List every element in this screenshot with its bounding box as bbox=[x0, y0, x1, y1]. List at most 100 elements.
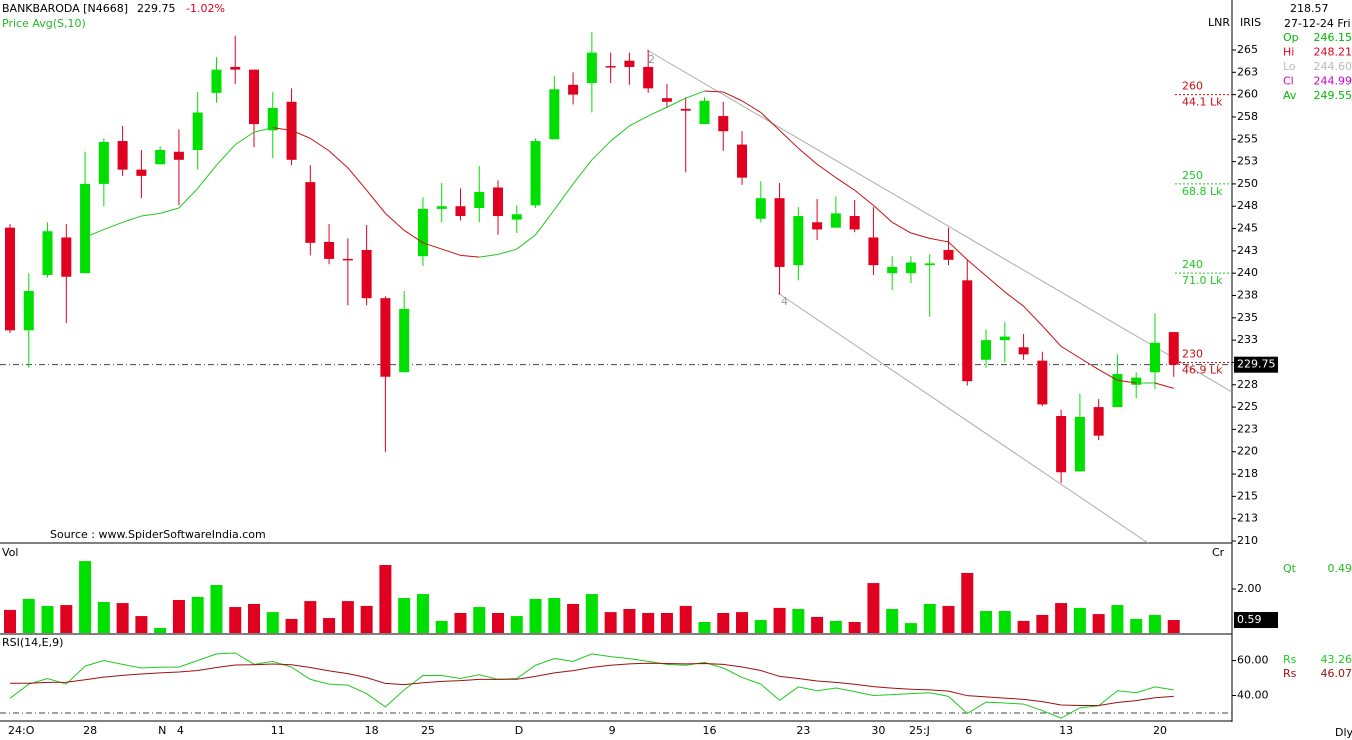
volume-bar bbox=[210, 585, 223, 633]
volume-bar bbox=[154, 627, 167, 633]
candle-body bbox=[699, 100, 710, 125]
candle-body bbox=[718, 116, 729, 132]
rsi-line bbox=[9, 652, 1174, 719]
volume-bar bbox=[79, 561, 92, 633]
x-tick-label: 4 bbox=[177, 724, 184, 737]
candle-body bbox=[830, 213, 841, 228]
volume-bar bbox=[961, 572, 974, 633]
candle-body bbox=[586, 52, 597, 84]
info-value: 249.55 bbox=[1314, 89, 1352, 102]
level-price: 240 bbox=[1182, 258, 1203, 271]
average-line bbox=[1041, 325, 1062, 347]
candle-body bbox=[23, 291, 34, 331]
volume-bar bbox=[398, 598, 411, 633]
average-line bbox=[553, 183, 574, 211]
period: Dly bbox=[1335, 726, 1352, 739]
volume-bar bbox=[717, 612, 730, 633]
volume-bar bbox=[1017, 620, 1030, 633]
average-line bbox=[1004, 291, 1024, 307]
candle-body bbox=[568, 84, 579, 95]
average-line bbox=[647, 106, 668, 117]
volume-bar bbox=[698, 622, 711, 633]
x-tick-label: 28 bbox=[83, 724, 97, 737]
average-line bbox=[441, 248, 461, 256]
candle-body bbox=[868, 237, 879, 266]
average-line bbox=[966, 259, 987, 277]
candle-body bbox=[755, 198, 766, 219]
candle-body bbox=[793, 216, 804, 266]
candle-body bbox=[1168, 332, 1179, 365]
candle-body bbox=[981, 340, 992, 360]
volume-bar bbox=[529, 598, 542, 633]
volume-bar bbox=[886, 609, 899, 633]
volume-bar bbox=[323, 618, 336, 633]
readout-name: Rs bbox=[1283, 653, 1297, 666]
volume-bar bbox=[754, 620, 767, 633]
info-value: 244.60 bbox=[1314, 60, 1352, 73]
trend-line bbox=[777, 292, 1149, 544]
candle-body bbox=[774, 198, 785, 267]
volume-bar bbox=[360, 605, 373, 633]
y-tick-label: 243 bbox=[1237, 244, 1258, 257]
info-name: Cl bbox=[1283, 75, 1294, 88]
panel-title: RSI(14,E,9) bbox=[2, 636, 63, 649]
y-tick-label: 255 bbox=[1237, 132, 1258, 145]
average-line bbox=[310, 137, 330, 152]
volume-bar bbox=[341, 601, 354, 633]
volume-bar bbox=[773, 607, 786, 633]
average-line bbox=[122, 215, 142, 223]
volume-bar bbox=[1148, 614, 1161, 633]
volume-bar bbox=[604, 612, 617, 633]
x-tick-label: 18 bbox=[365, 724, 379, 737]
info-value: 244.99 bbox=[1314, 75, 1352, 88]
average-line bbox=[873, 204, 893, 223]
volume-bar bbox=[191, 596, 204, 633]
volume-bar bbox=[736, 612, 749, 633]
candle-body bbox=[530, 141, 541, 206]
candle-body bbox=[1149, 342, 1160, 373]
y-tick-label: 213 bbox=[1237, 512, 1258, 525]
candle-body bbox=[1112, 374, 1123, 408]
last-volume-box bbox=[1234, 612, 1278, 629]
volume-bar bbox=[623, 609, 636, 633]
candle-body bbox=[155, 149, 166, 165]
candle-body bbox=[305, 182, 316, 243]
volume-bar bbox=[41, 605, 54, 633]
average-line bbox=[591, 140, 611, 161]
candle-body bbox=[267, 108, 278, 131]
level-price: 260 bbox=[1182, 80, 1203, 93]
volume-bar bbox=[660, 612, 673, 633]
info-name: Op bbox=[1283, 31, 1299, 44]
change: -1.02% bbox=[186, 2, 225, 15]
y-tick-label: 228 bbox=[1237, 378, 1258, 391]
y-tick-label: 265 bbox=[1237, 43, 1258, 56]
last-price-box bbox=[1234, 356, 1278, 373]
candle-body bbox=[643, 66, 654, 89]
candle-body bbox=[737, 144, 748, 178]
volume-bar bbox=[679, 605, 692, 633]
candle-body bbox=[624, 60, 635, 67]
candle-body bbox=[1131, 377, 1142, 385]
candle-body bbox=[962, 280, 973, 382]
volume-bar bbox=[229, 607, 242, 633]
y-tick-label: 2.00 bbox=[1237, 582, 1262, 595]
average-line bbox=[929, 237, 949, 243]
last-price-label: 229.75 bbox=[1237, 358, 1276, 371]
info-value: 248.21 bbox=[1314, 46, 1352, 59]
average-line bbox=[385, 212, 405, 231]
average-line bbox=[328, 150, 349, 169]
info-date: 27-12-24 Fri bbox=[1284, 17, 1351, 30]
y-tick-label: 245 bbox=[1237, 222, 1258, 235]
average-line bbox=[347, 167, 368, 191]
symbol: BANKBARODA [N4668] bbox=[2, 2, 128, 15]
average-line bbox=[366, 189, 386, 214]
average-line bbox=[403, 229, 424, 244]
candle-body bbox=[61, 237, 72, 277]
average-line bbox=[160, 207, 180, 214]
volume-bar bbox=[492, 612, 505, 633]
trend-line bbox=[646, 49, 1233, 393]
info-value: 246.15 bbox=[1314, 31, 1352, 44]
y-tick-label: 248 bbox=[1237, 199, 1258, 212]
y-tick-label: 253 bbox=[1237, 155, 1258, 168]
x-tick-label: 30 bbox=[871, 724, 885, 737]
